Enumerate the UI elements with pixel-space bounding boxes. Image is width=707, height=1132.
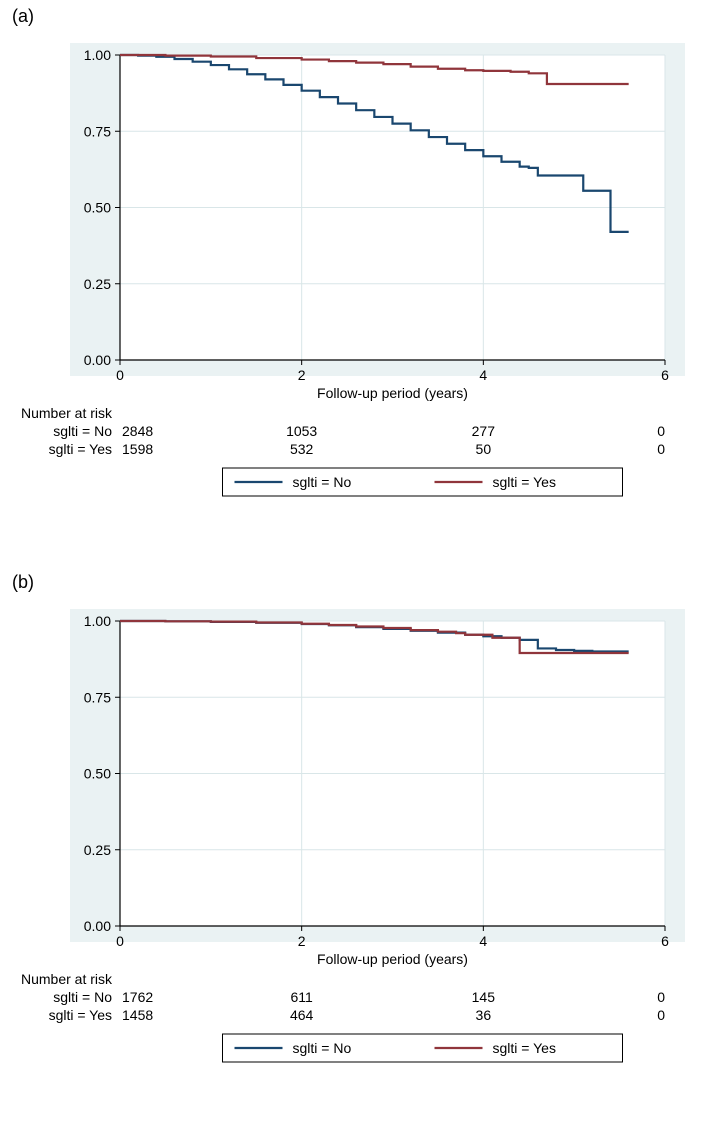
risk-value: 1762 [122,989,153,1005]
risk-value: 0 [657,441,665,457]
panel-label: (a) [12,6,34,26]
y-tick-label: 0.00 [84,352,111,368]
y-tick-label: 0.50 [84,766,111,782]
legend-label: sglti = No [293,1040,352,1056]
y-tick-label: 0.25 [84,842,111,858]
risk-value: 277 [472,423,496,439]
y-tick-label: 0.75 [84,123,111,139]
risk-value: 1458 [122,1007,153,1023]
risk-value: 0 [657,423,665,439]
risk-value: 2848 [122,423,153,439]
survival-figure: (a) 0.00 0.25 0.50 0.75 1.00 0 2 4 6 Follow-up per… [0,0,707,1132]
x-tick-label: 4 [479,367,487,383]
risk-value: 0 [657,989,665,1005]
risk-value: 50 [476,441,492,457]
x-axis-label: Follow-up period (years) [317,385,468,401]
y-tick-label: 0.00 [84,918,111,934]
y-tick-label: 0.75 [84,689,111,705]
legend: sglti = No sglti = Yes [223,468,623,496]
risk-value: 464 [290,1007,314,1023]
x-tick-label: 0 [116,367,124,383]
risk-row-label: sglti = No [53,423,112,439]
risk-value: 611 [291,989,314,1005]
risk-value: 145 [472,989,496,1005]
legend-label: sglti = Yes [493,474,556,490]
panel-0: (a) 0.00 0.25 0.50 0.75 1.00 0 2 4 6 Follow-up per… [12,6,685,496]
legend-label: sglti = No [293,474,352,490]
y-tick-label: 1.00 [84,47,111,63]
legend-label: sglti = Yes [493,1040,556,1056]
x-tick-label: 6 [661,933,669,949]
risk-value: 532 [290,441,314,457]
risk-value: 1053 [286,423,317,439]
x-tick-label: 6 [661,367,669,383]
risk-title: Number at risk [21,405,113,421]
x-tick-label: 4 [479,933,487,949]
panel-1: (b) 0.00 0.25 0.50 0.75 1.00 0 2 4 6 Follow-up per… [12,572,685,1062]
x-tick-label: 2 [298,367,306,383]
risk-row-label: sglti = Yes [49,441,112,457]
x-tick-label: 0 [116,933,124,949]
legend: sglti = No sglti = Yes [223,1034,623,1062]
y-tick-label: 1.00 [84,613,111,629]
y-tick-label: 0.25 [84,276,111,292]
risk-value: 1598 [122,441,153,457]
risk-title: Number at risk [21,971,113,987]
risk-value: 36 [476,1007,492,1023]
risk-row-label: sglti = Yes [49,1007,112,1023]
x-axis-label: Follow-up period (years) [317,951,468,967]
panel-label: (b) [12,572,34,592]
y-tick-label: 0.50 [84,200,111,216]
risk-row-label: sglti = No [53,989,112,1005]
x-tick-label: 2 [298,933,306,949]
risk-value: 0 [657,1007,665,1023]
